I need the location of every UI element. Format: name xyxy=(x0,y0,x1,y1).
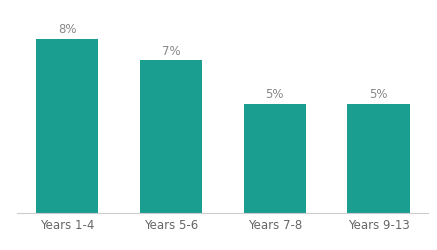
Text: 5%: 5% xyxy=(369,88,388,101)
Bar xyxy=(347,104,409,212)
Text: 7%: 7% xyxy=(162,45,180,58)
Bar xyxy=(140,60,202,212)
Bar xyxy=(243,104,306,212)
Bar xyxy=(36,38,98,212)
Text: 8%: 8% xyxy=(58,23,76,36)
Text: 5%: 5% xyxy=(266,88,284,101)
